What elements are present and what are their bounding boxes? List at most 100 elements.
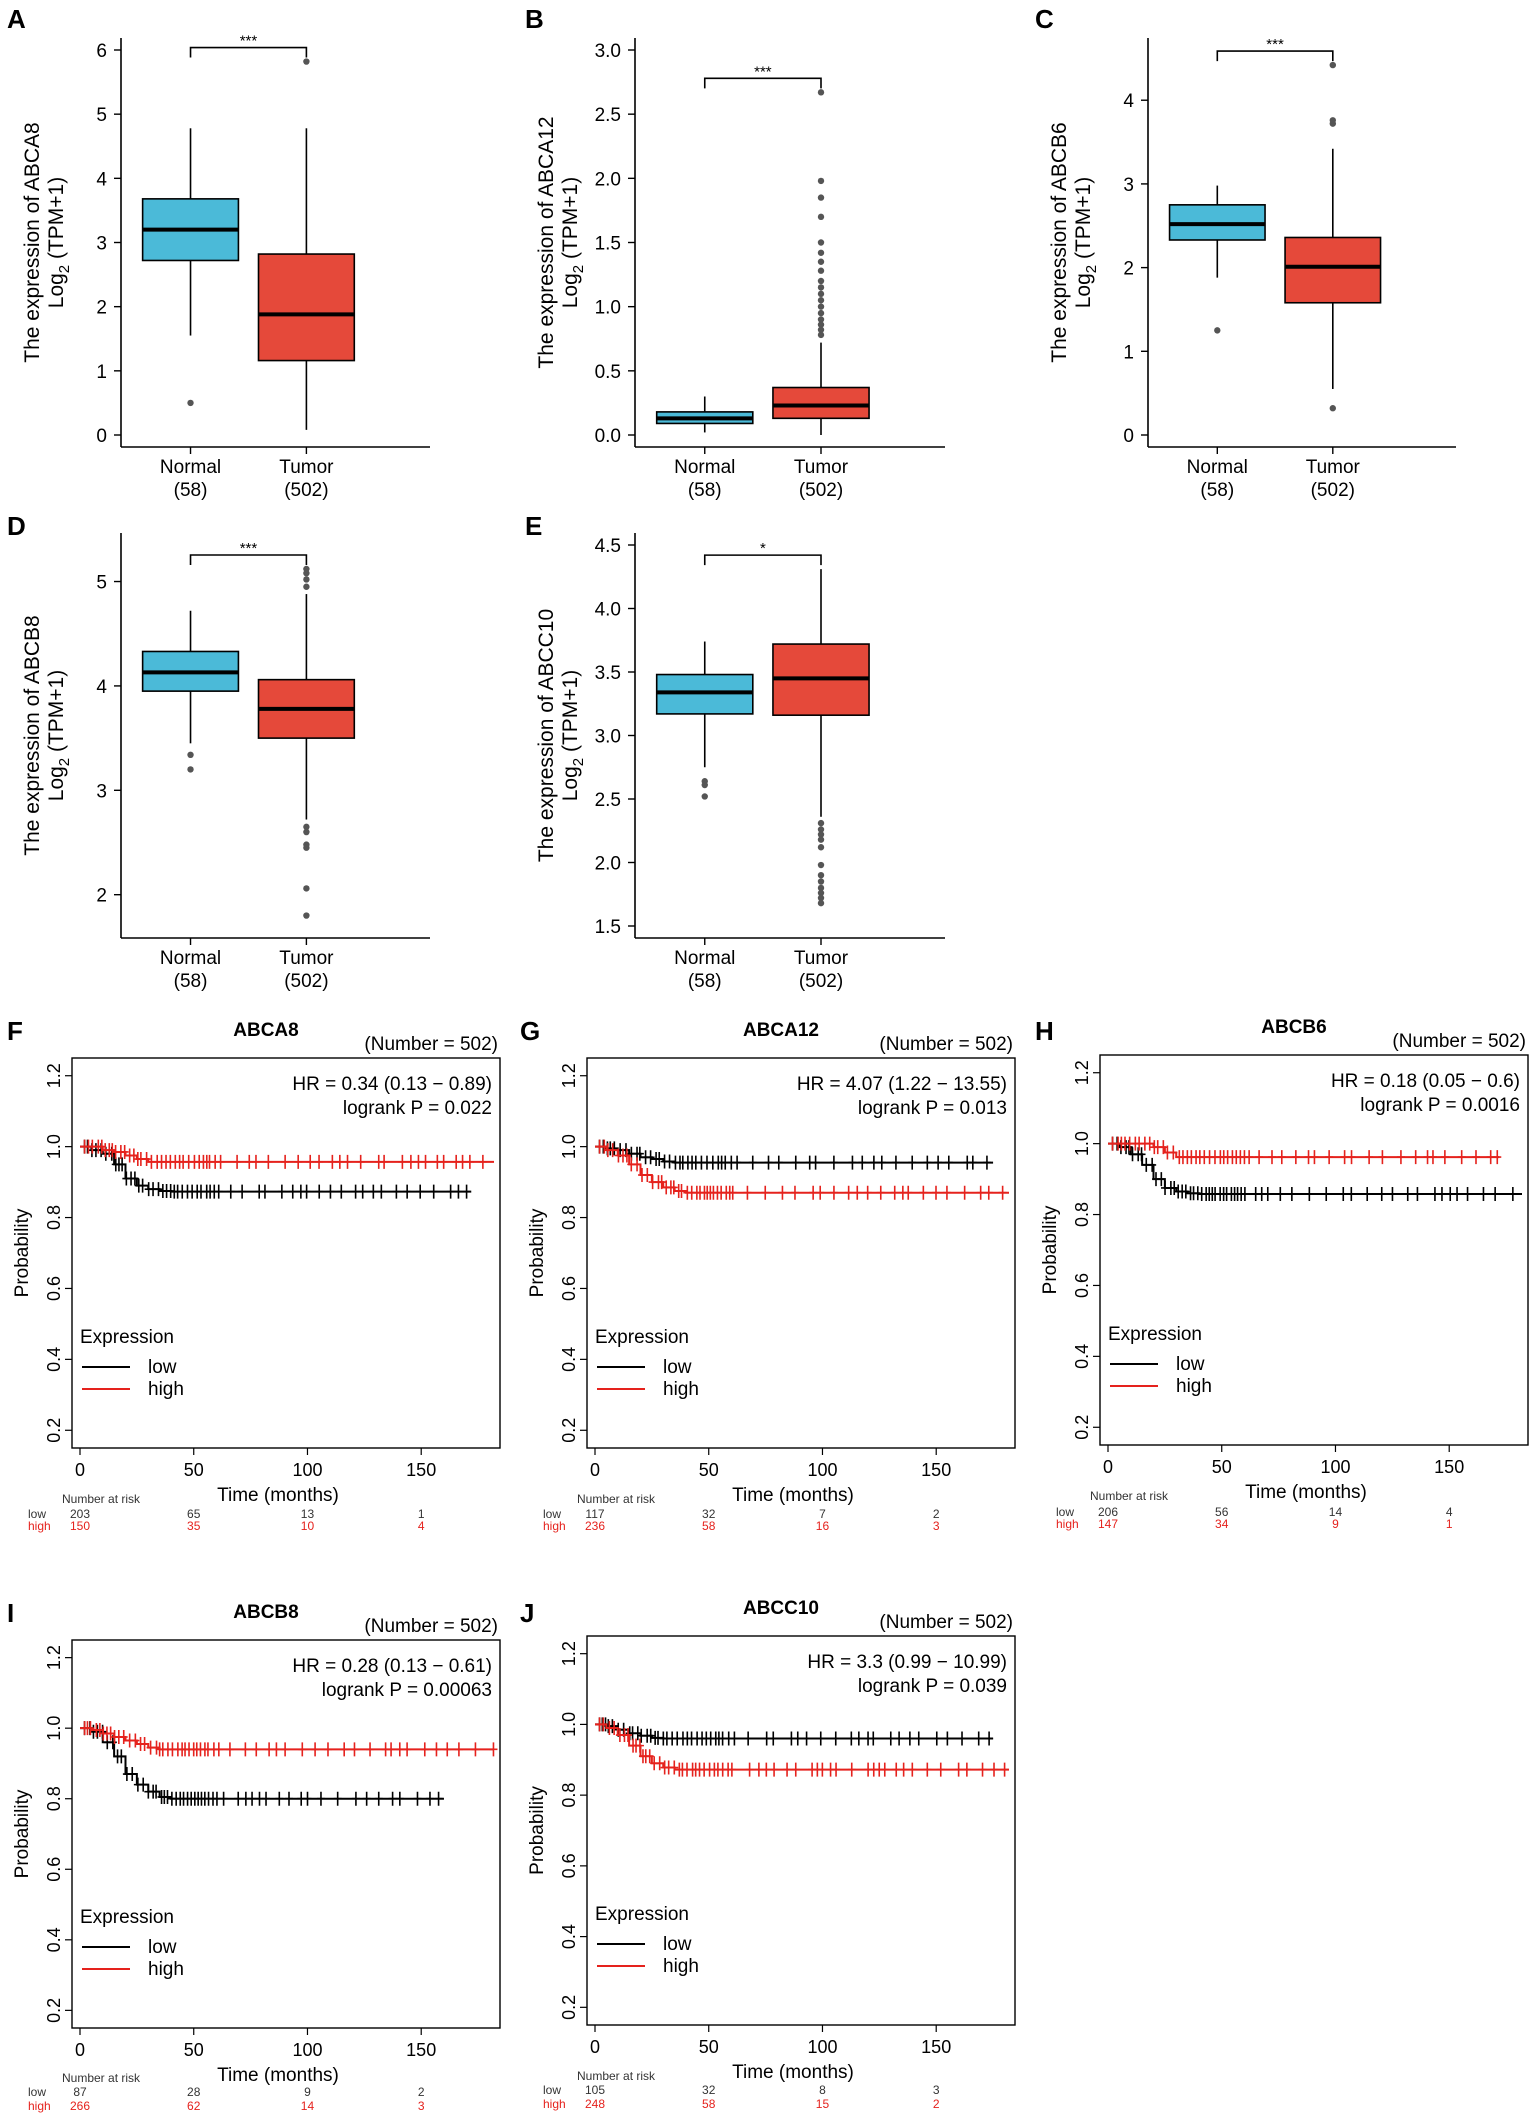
km-title: ABCB8 xyxy=(233,1602,298,1623)
censor-mark xyxy=(315,1184,324,1199)
y-tick-label: 1.5 xyxy=(595,234,621,255)
y-axis-title: Probability xyxy=(12,1208,33,1297)
censor-mark xyxy=(730,1731,739,1746)
y-tick-label: 0.8 xyxy=(1072,1202,1092,1227)
x-tick-label: 100 xyxy=(292,1460,322,1480)
censor-mark xyxy=(1255,1150,1264,1165)
censor-mark xyxy=(458,1154,467,1169)
panel-label: H xyxy=(1035,1016,1054,1046)
x-tick-label: 150 xyxy=(921,2037,951,2057)
risk-count-low: 3 xyxy=(933,2083,940,2097)
risk-count-high: 15 xyxy=(816,2097,830,2111)
censor-mark xyxy=(398,1154,407,1169)
censor-mark xyxy=(854,1731,863,1746)
risk-count-low: 56 xyxy=(1215,1505,1229,1519)
survival-line xyxy=(595,1145,994,1164)
risk-count-low: 203 xyxy=(70,1507,90,1521)
y-tick-label: 1.0 xyxy=(1072,1131,1092,1156)
censor-mark xyxy=(1479,1186,1488,1201)
censor-mark xyxy=(1457,1150,1466,1165)
risk-count-low: 32 xyxy=(702,2083,716,2097)
x-tick-label: 50 xyxy=(699,2037,719,2057)
censor-mark xyxy=(439,1154,448,1169)
outlier-point xyxy=(817,884,825,892)
outlier-point xyxy=(817,239,825,246)
risk-table-header: Number at risk xyxy=(1090,1489,1169,1503)
censor-mark xyxy=(288,1184,297,1199)
outlier-point xyxy=(817,899,825,907)
hazard-ratio: HR = 4.07 (1.22 − 13.55) xyxy=(797,1074,1007,1095)
outlier-point xyxy=(817,277,825,285)
censor-mark xyxy=(905,1731,914,1746)
censor-mark xyxy=(869,1731,878,1746)
censor-mark xyxy=(245,1154,254,1169)
outlier-point xyxy=(817,213,825,221)
panel-label: I xyxy=(7,1598,14,1628)
significance-bracket xyxy=(189,46,308,58)
y-axis-unit-log: Log xyxy=(559,273,582,308)
y-tick-label: 1 xyxy=(1123,342,1134,363)
censor-mark xyxy=(778,1185,787,1200)
outlier-point xyxy=(303,565,310,573)
plot-frame xyxy=(71,1057,501,1449)
y-axis-unit-log: Log xyxy=(45,273,68,308)
censor-mark xyxy=(1388,1186,1397,1201)
censor-mark xyxy=(919,1185,928,1200)
legend-title: Expression xyxy=(80,1907,174,1928)
censor-mark xyxy=(1396,1150,1405,1165)
censor-mark xyxy=(366,1742,375,1757)
censor-mark xyxy=(743,1185,752,1200)
censor-mark xyxy=(1411,1150,1420,1165)
x-tick-count: (502) xyxy=(799,480,843,501)
censor-mark xyxy=(761,1185,770,1200)
outlier-point xyxy=(817,258,825,265)
censor-mark xyxy=(657,1175,666,1190)
censor-mark xyxy=(914,1731,923,1746)
panel-label: A xyxy=(7,4,26,34)
risk-count-high: 150 xyxy=(70,1519,90,1533)
x-tick-label: 0 xyxy=(1103,1457,1113,1477)
outlier-point xyxy=(303,828,310,836)
x-tick-label: Tumor xyxy=(279,457,334,478)
censor-mark xyxy=(1310,1150,1319,1165)
censor-mark xyxy=(294,1154,303,1169)
significance-bracket xyxy=(1216,50,1334,62)
censor-mark xyxy=(669,1180,678,1195)
outlier-point xyxy=(1214,327,1221,334)
censor-mark xyxy=(600,1139,609,1154)
censor-mark xyxy=(337,1184,346,1199)
y-tick-label: 0.4 xyxy=(559,1347,579,1372)
censor-mark xyxy=(478,1154,487,1169)
km-panel-j: J ABCC10 (Number = 502) 0.2 0.4 0.6 0.8 1.0 1.2 0… xyxy=(520,1598,1016,2111)
panel-label: C xyxy=(1035,4,1054,34)
legend-label-high: high xyxy=(663,1379,699,1400)
censor-mark xyxy=(272,1742,281,1757)
censor-mark xyxy=(298,1742,307,1757)
y-tick-label: 3 xyxy=(96,234,107,255)
censor-mark xyxy=(1276,1186,1285,1201)
risk-table-header: Number at risk xyxy=(577,1492,656,1506)
risk-count-high: 10 xyxy=(301,1519,315,1533)
risk-count-high: 147 xyxy=(1098,1517,1118,1531)
y-tick-label: 3.5 xyxy=(595,663,621,684)
risk-count-low: 117 xyxy=(585,1507,604,1521)
censor-mark xyxy=(891,1155,900,1170)
risk-row-label-high: high xyxy=(28,2099,51,2113)
y-axis-unit-log: Log xyxy=(45,766,68,801)
censor-mark xyxy=(1287,1186,1296,1201)
y-tick-label: 1.2 xyxy=(44,1063,64,1088)
censor-mark xyxy=(429,1184,438,1199)
significance-bracket xyxy=(189,554,308,566)
censor-mark xyxy=(809,1185,818,1200)
censor-mark xyxy=(233,1154,242,1169)
censor-mark xyxy=(388,1791,397,1806)
censor-mark xyxy=(974,1731,983,1746)
box-tumor: Tumor(502) xyxy=(772,89,870,501)
censor-mark xyxy=(315,1154,324,1169)
risk-count-high: 58 xyxy=(702,2097,716,2111)
panel-label: F xyxy=(7,1016,23,1046)
censor-mark xyxy=(665,1154,674,1169)
outlier-point xyxy=(817,836,825,843)
risk-count-low: 28 xyxy=(187,2085,201,2099)
